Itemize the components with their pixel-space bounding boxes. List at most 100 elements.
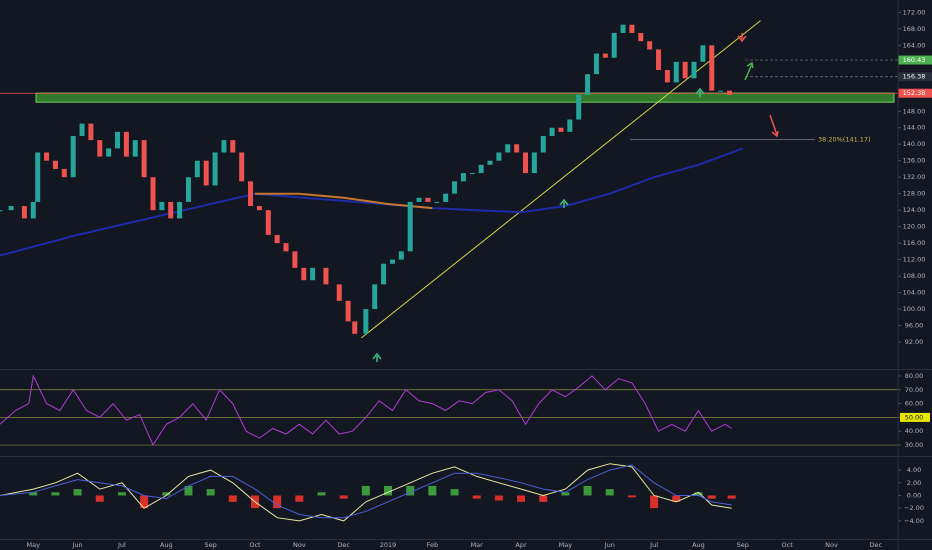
y-tick-label: 4.00 xyxy=(907,466,921,474)
histogram-bar xyxy=(273,495,282,509)
x-tick-label: May xyxy=(559,541,573,549)
candle xyxy=(123,131,129,157)
candle xyxy=(549,127,555,136)
histogram-bar xyxy=(517,495,526,502)
candle xyxy=(398,251,404,260)
y-tick-label: 164.00 xyxy=(903,41,926,49)
bear-arrow xyxy=(769,114,779,138)
candle xyxy=(647,41,653,50)
histogram-bar xyxy=(583,485,592,496)
x-tick-label: Nov xyxy=(293,541,306,549)
up-arrow xyxy=(695,87,705,97)
candle xyxy=(540,135,546,153)
histogram-bar xyxy=(450,489,459,496)
candle xyxy=(691,61,697,79)
series-line xyxy=(0,464,732,519)
y-tick-label: 136.00 xyxy=(903,157,926,165)
histogram-bar xyxy=(605,489,614,496)
x-tick-label: Jun xyxy=(604,541,615,549)
histogram-bar xyxy=(95,495,104,502)
candle xyxy=(682,61,688,79)
candle xyxy=(718,90,724,92)
candle xyxy=(274,234,280,244)
tick-highlight xyxy=(900,412,930,422)
y-tick-label: 80.00 xyxy=(905,372,924,380)
y-tick-label: 124.00 xyxy=(903,206,926,214)
candle xyxy=(79,123,85,136)
x-tick-label: Nov xyxy=(825,541,838,549)
y-tick-label: 140.00 xyxy=(903,140,926,148)
fib-label: 38.20%(141.17) xyxy=(818,135,871,143)
bull-arrow xyxy=(744,61,754,81)
y-tick-label: 0.00 xyxy=(907,491,921,499)
candle xyxy=(115,131,121,149)
y-tick-label: 70.00 xyxy=(905,386,924,394)
candle xyxy=(141,140,147,178)
histogram-bar xyxy=(539,495,548,502)
candle xyxy=(452,181,458,194)
candle xyxy=(611,32,617,58)
x-tick-label: Dec xyxy=(337,541,350,549)
histogram-bar xyxy=(406,485,415,496)
histogram-bar xyxy=(339,495,348,499)
candle xyxy=(292,251,298,268)
x-tick-label: Aug xyxy=(160,541,173,549)
histogram-bar xyxy=(73,489,82,496)
series-line xyxy=(0,374,732,447)
x-tick-label: Feb xyxy=(427,541,439,549)
candle xyxy=(487,160,493,165)
support-zone xyxy=(35,92,895,103)
candle xyxy=(602,53,608,58)
y-tick-label: 144.00 xyxy=(903,124,926,132)
histogram-bar xyxy=(317,492,326,496)
histogram-bar xyxy=(707,495,716,499)
histogram-bar xyxy=(361,485,370,496)
candle xyxy=(469,173,475,175)
candle xyxy=(301,267,307,281)
candle xyxy=(97,140,103,157)
candle xyxy=(496,152,502,161)
price-tag xyxy=(898,72,932,82)
y-tick-label: 168.00 xyxy=(903,25,926,33)
histogram-bar xyxy=(29,492,38,496)
x-tick-label: Sep xyxy=(205,541,217,549)
up-arrow xyxy=(372,352,382,362)
x-tick-label: Aug xyxy=(692,541,705,549)
candle xyxy=(70,135,76,178)
y-tick-label: 40.00 xyxy=(905,427,924,435)
candle xyxy=(61,168,67,178)
y-tick-label: −4.00 xyxy=(904,517,924,525)
histogram-bar xyxy=(561,492,570,496)
x-tick-label: Dec xyxy=(870,541,883,549)
down-arrow xyxy=(737,33,747,43)
x-tick-label: Jul xyxy=(649,541,658,549)
x-tick-label: Oct xyxy=(249,541,261,549)
y-tick-label: 172.00 xyxy=(903,8,926,16)
candle xyxy=(230,140,236,153)
candle xyxy=(256,206,262,211)
candle xyxy=(52,160,58,169)
candle xyxy=(35,152,41,202)
x-tick-label: Jul xyxy=(117,541,126,549)
candle xyxy=(168,201,174,219)
histogram-bar xyxy=(295,495,304,502)
y-tick-label: 108.00 xyxy=(903,272,926,280)
candle xyxy=(44,152,50,161)
candle xyxy=(576,94,582,120)
candle xyxy=(212,152,218,186)
candle xyxy=(656,49,662,71)
candle xyxy=(336,284,342,301)
candle xyxy=(505,144,511,153)
histogram-bar xyxy=(117,492,126,496)
candle xyxy=(700,45,706,62)
candle xyxy=(310,267,316,281)
y-tick-label: 50.00 xyxy=(905,413,924,421)
x-tick-label: Oct xyxy=(782,541,794,549)
candle xyxy=(88,123,94,141)
candle xyxy=(106,148,112,157)
candle xyxy=(265,210,271,235)
series-line xyxy=(0,147,744,257)
candle xyxy=(620,24,626,33)
y-tick-label: 100.00 xyxy=(903,305,926,313)
